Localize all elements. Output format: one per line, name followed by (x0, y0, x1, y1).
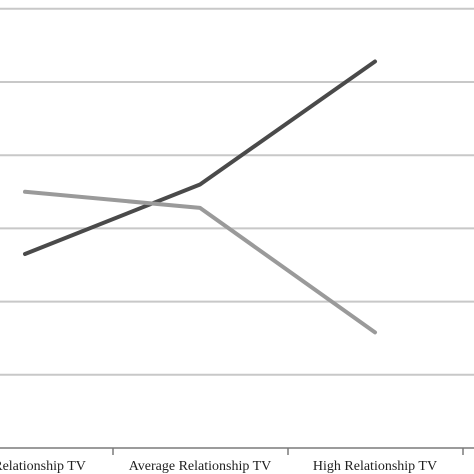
x-tick-label: Average Relationship TV (129, 459, 272, 474)
series-lines (23, 59, 377, 335)
category-labels: Low Relationship TV Average Relationship … (0, 459, 437, 474)
x-tick-label: High Relationship TV (313, 459, 437, 474)
series-line-1 (23, 59, 377, 257)
x-tick-label: Low Relationship TV (0, 459, 86, 474)
series-line-2 (23, 189, 377, 335)
x-axis (0, 447, 474, 455)
gridlines (0, 7, 474, 376)
